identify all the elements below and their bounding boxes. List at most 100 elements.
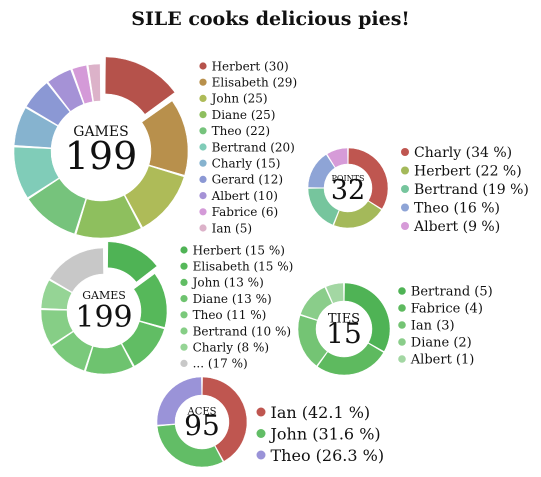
legend-marker — [256, 407, 266, 417]
legend-marker — [256, 429, 266, 438]
legend-label: Herbert (30) — [212, 59, 289, 73]
legend-label: John (13 %) — [191, 276, 264, 290]
center-label: GAMES — [73, 124, 128, 140]
legend-label: Herbert (22 %) — [414, 164, 522, 180]
legend-label: Theo (22) — [212, 124, 271, 138]
center-label: TIES — [328, 312, 360, 327]
pie-chart-1: Herbert (30) Elisabeth (29) John (25) Diane… — [13, 56, 298, 239]
legend-marker — [180, 278, 188, 286]
pie-chart-5: Ian (42.1 %) John (31.6 %) Theo (26.3 %) AC… — [156, 376, 385, 468]
center-label: ACES — [186, 407, 216, 418]
legend-label: Fabrice (6) — [212, 205, 279, 219]
pie-slice — [51, 331, 93, 372]
pie-slice — [141, 100, 189, 176]
legend-marker — [199, 127, 207, 135]
legend-marker — [256, 450, 266, 460]
legend-label: Herbert (15 %) — [193, 243, 285, 257]
legend-label: Diane (25) — [212, 108, 276, 122]
legend-marker — [180, 359, 188, 367]
legend-marker — [180, 295, 188, 303]
legend-marker — [199, 159, 207, 167]
legend-label: Bertrand (20) — [212, 140, 295, 154]
legend-marker — [199, 94, 207, 102]
page-title: SILE cooks delicious pies! — [131, 8, 410, 30]
pie-chart-3: Herbert (15 %) Elisabeth (15 %) John (13 %… — [40, 241, 294, 375]
legend-label: Theo (16 %) — [414, 201, 500, 217]
pie-slice — [75, 195, 142, 239]
legend-label: John (25) — [210, 92, 268, 106]
legend-marker — [398, 321, 406, 329]
legend-label: Bertrand (19 %) — [414, 182, 529, 198]
pie-slice — [307, 188, 340, 226]
pie-slice — [325, 282, 344, 304]
legend-marker — [401, 203, 409, 212]
legend-label: Albert (1) — [410, 353, 475, 368]
legend-label: ... (17 %) — [193, 357, 248, 371]
legend-label: Albert (10) — [211, 189, 278, 203]
legend-marker — [180, 327, 188, 335]
pie-slice — [307, 154, 336, 188]
legend-marker — [199, 62, 207, 70]
legend-marker — [199, 208, 207, 216]
pie-slice — [104, 56, 176, 115]
legend-label: Ian (42.1 %) — [271, 403, 371, 422]
legend-marker — [199, 192, 207, 200]
legend-marker — [199, 224, 207, 232]
pie-slice — [40, 279, 73, 310]
legend-label: Theo (11 %) — [193, 308, 267, 322]
pie-slice — [49, 247, 104, 293]
center-value: 15 — [326, 317, 362, 350]
center-value: 95 — [184, 409, 220, 442]
pie-slice — [107, 241, 158, 283]
legend-label: Albert (9 %) — [413, 219, 500, 235]
legend-marker — [199, 143, 207, 151]
legend-label: Diane (13 %) — [193, 292, 272, 306]
legend-marker — [180, 246, 188, 254]
legend-marker — [401, 148, 409, 156]
legend-label: Bertrand (10 %) — [193, 324, 291, 338]
pie-slice — [326, 147, 348, 168]
legend-marker — [180, 343, 188, 351]
pie-slice — [156, 376, 202, 426]
pie-slice — [40, 309, 74, 346]
center-label: GAMES — [82, 289, 126, 302]
pie-chart-4: Bertrand (5) Fabrice (4) Ian (3) Diane (2) A… — [297, 282, 493, 376]
legend-label: Elisabeth (15 %) — [193, 260, 294, 274]
pie-slice — [13, 107, 58, 148]
center-label: POINTS — [332, 174, 365, 183]
legend-label: Charly (34 %) — [414, 145, 512, 161]
pie-slice — [317, 342, 384, 376]
legend-label: Fabrice (4) — [411, 302, 483, 317]
legend-label: John (31.6 %) — [269, 424, 381, 443]
pie-slice — [47, 69, 84, 112]
pie-chart-2: Charly (34 %) Herbert (22 %) Bertrand (19 … — [307, 145, 529, 235]
pie-slice — [133, 273, 168, 328]
pie-slice — [156, 424, 224, 468]
legend-marker — [398, 287, 406, 295]
center-value: 199 — [75, 300, 132, 335]
pie-slice — [202, 376, 248, 462]
legend-label: Theo (26.3 %) — [271, 446, 385, 465]
pie-slice — [348, 147, 389, 210]
legend-label: Elisabeth (29) — [212, 76, 298, 90]
pie-slice — [344, 282, 391, 352]
legend-marker — [180, 262, 188, 270]
legend-label: Charly (8 %) — [193, 341, 269, 355]
legend-label: Ian (5) — [212, 221, 252, 235]
pie-slice — [85, 343, 134, 375]
pie-slice — [28, 178, 87, 235]
legend-marker — [398, 304, 406, 312]
pie-slice — [124, 165, 185, 228]
legend-marker — [401, 166, 409, 175]
legend-marker — [398, 355, 406, 363]
legend-label: Gerard (12) — [212, 173, 283, 187]
legend-marker — [401, 222, 409, 230]
pie-slice — [121, 321, 165, 367]
center-value: 199 — [65, 134, 138, 178]
legend-marker — [180, 311, 188, 319]
pie-slice — [71, 64, 93, 105]
pie-slice — [87, 63, 101, 102]
legend-marker — [199, 111, 207, 119]
legend-label: Bertrand (5) — [411, 285, 493, 300]
